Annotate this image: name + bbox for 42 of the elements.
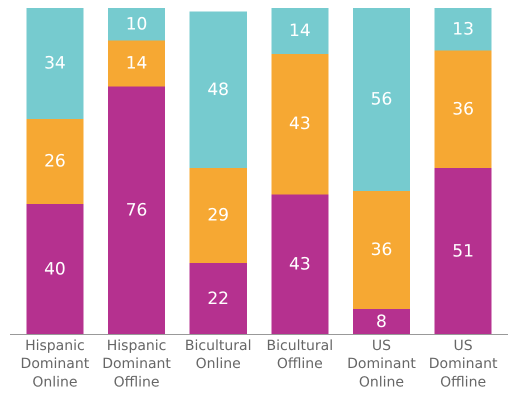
- bar: [352, 191, 410, 309]
- bar: [26, 119, 84, 204]
- data-label: 56: [370, 90, 392, 110]
- bar: [108, 8, 166, 41]
- bar: [434, 8, 492, 51]
- data-label: 40: [44, 260, 66, 280]
- bar: [190, 11, 247, 168]
- data-label: 26: [44, 152, 66, 172]
- bar: [271, 194, 328, 335]
- x-tick-label: Hispanic Dominant Online: [20, 338, 90, 390]
- x-tick-label: Bicultural Online: [184, 338, 252, 372]
- bar: [26, 204, 84, 335]
- bar: [271, 8, 328, 54]
- bar: [434, 168, 492, 335]
- bar: [108, 40, 166, 86]
- bar: [352, 8, 410, 192]
- x-tick-label: Hispanic Dominant Offline: [102, 338, 172, 390]
- data-label: 8: [376, 312, 387, 332]
- data-label: 14: [126, 54, 148, 74]
- data-label: 10: [126, 14, 148, 34]
- data-label: 22: [207, 289, 229, 310]
- data-label: 13: [452, 19, 474, 40]
- data-label: 34: [44, 54, 66, 74]
- data-label: 14: [289, 20, 311, 41]
- data-label: 51: [452, 242, 474, 262]
- bar: [271, 54, 328, 194]
- bar: [26, 8, 84, 120]
- data-label: 48: [207, 80, 229, 100]
- data-label: 43: [289, 254, 311, 275]
- bar: [190, 263, 247, 335]
- bar: [108, 86, 166, 335]
- x-tick-label: US Dominant Offline: [428, 338, 498, 390]
- data-label: 36: [452, 99, 474, 120]
- x-tick-label: Bicultural Offline: [266, 338, 334, 372]
- bar: [434, 50, 492, 168]
- data-label: 43: [289, 114, 311, 134]
- x-tick-label: US Dominant Online: [347, 338, 416, 390]
- bar: [190, 168, 247, 264]
- data-label: 76: [126, 200, 148, 221]
- data-label: 29: [207, 206, 229, 226]
- data-label: 36: [370, 240, 392, 260]
- bar: [352, 308, 410, 335]
